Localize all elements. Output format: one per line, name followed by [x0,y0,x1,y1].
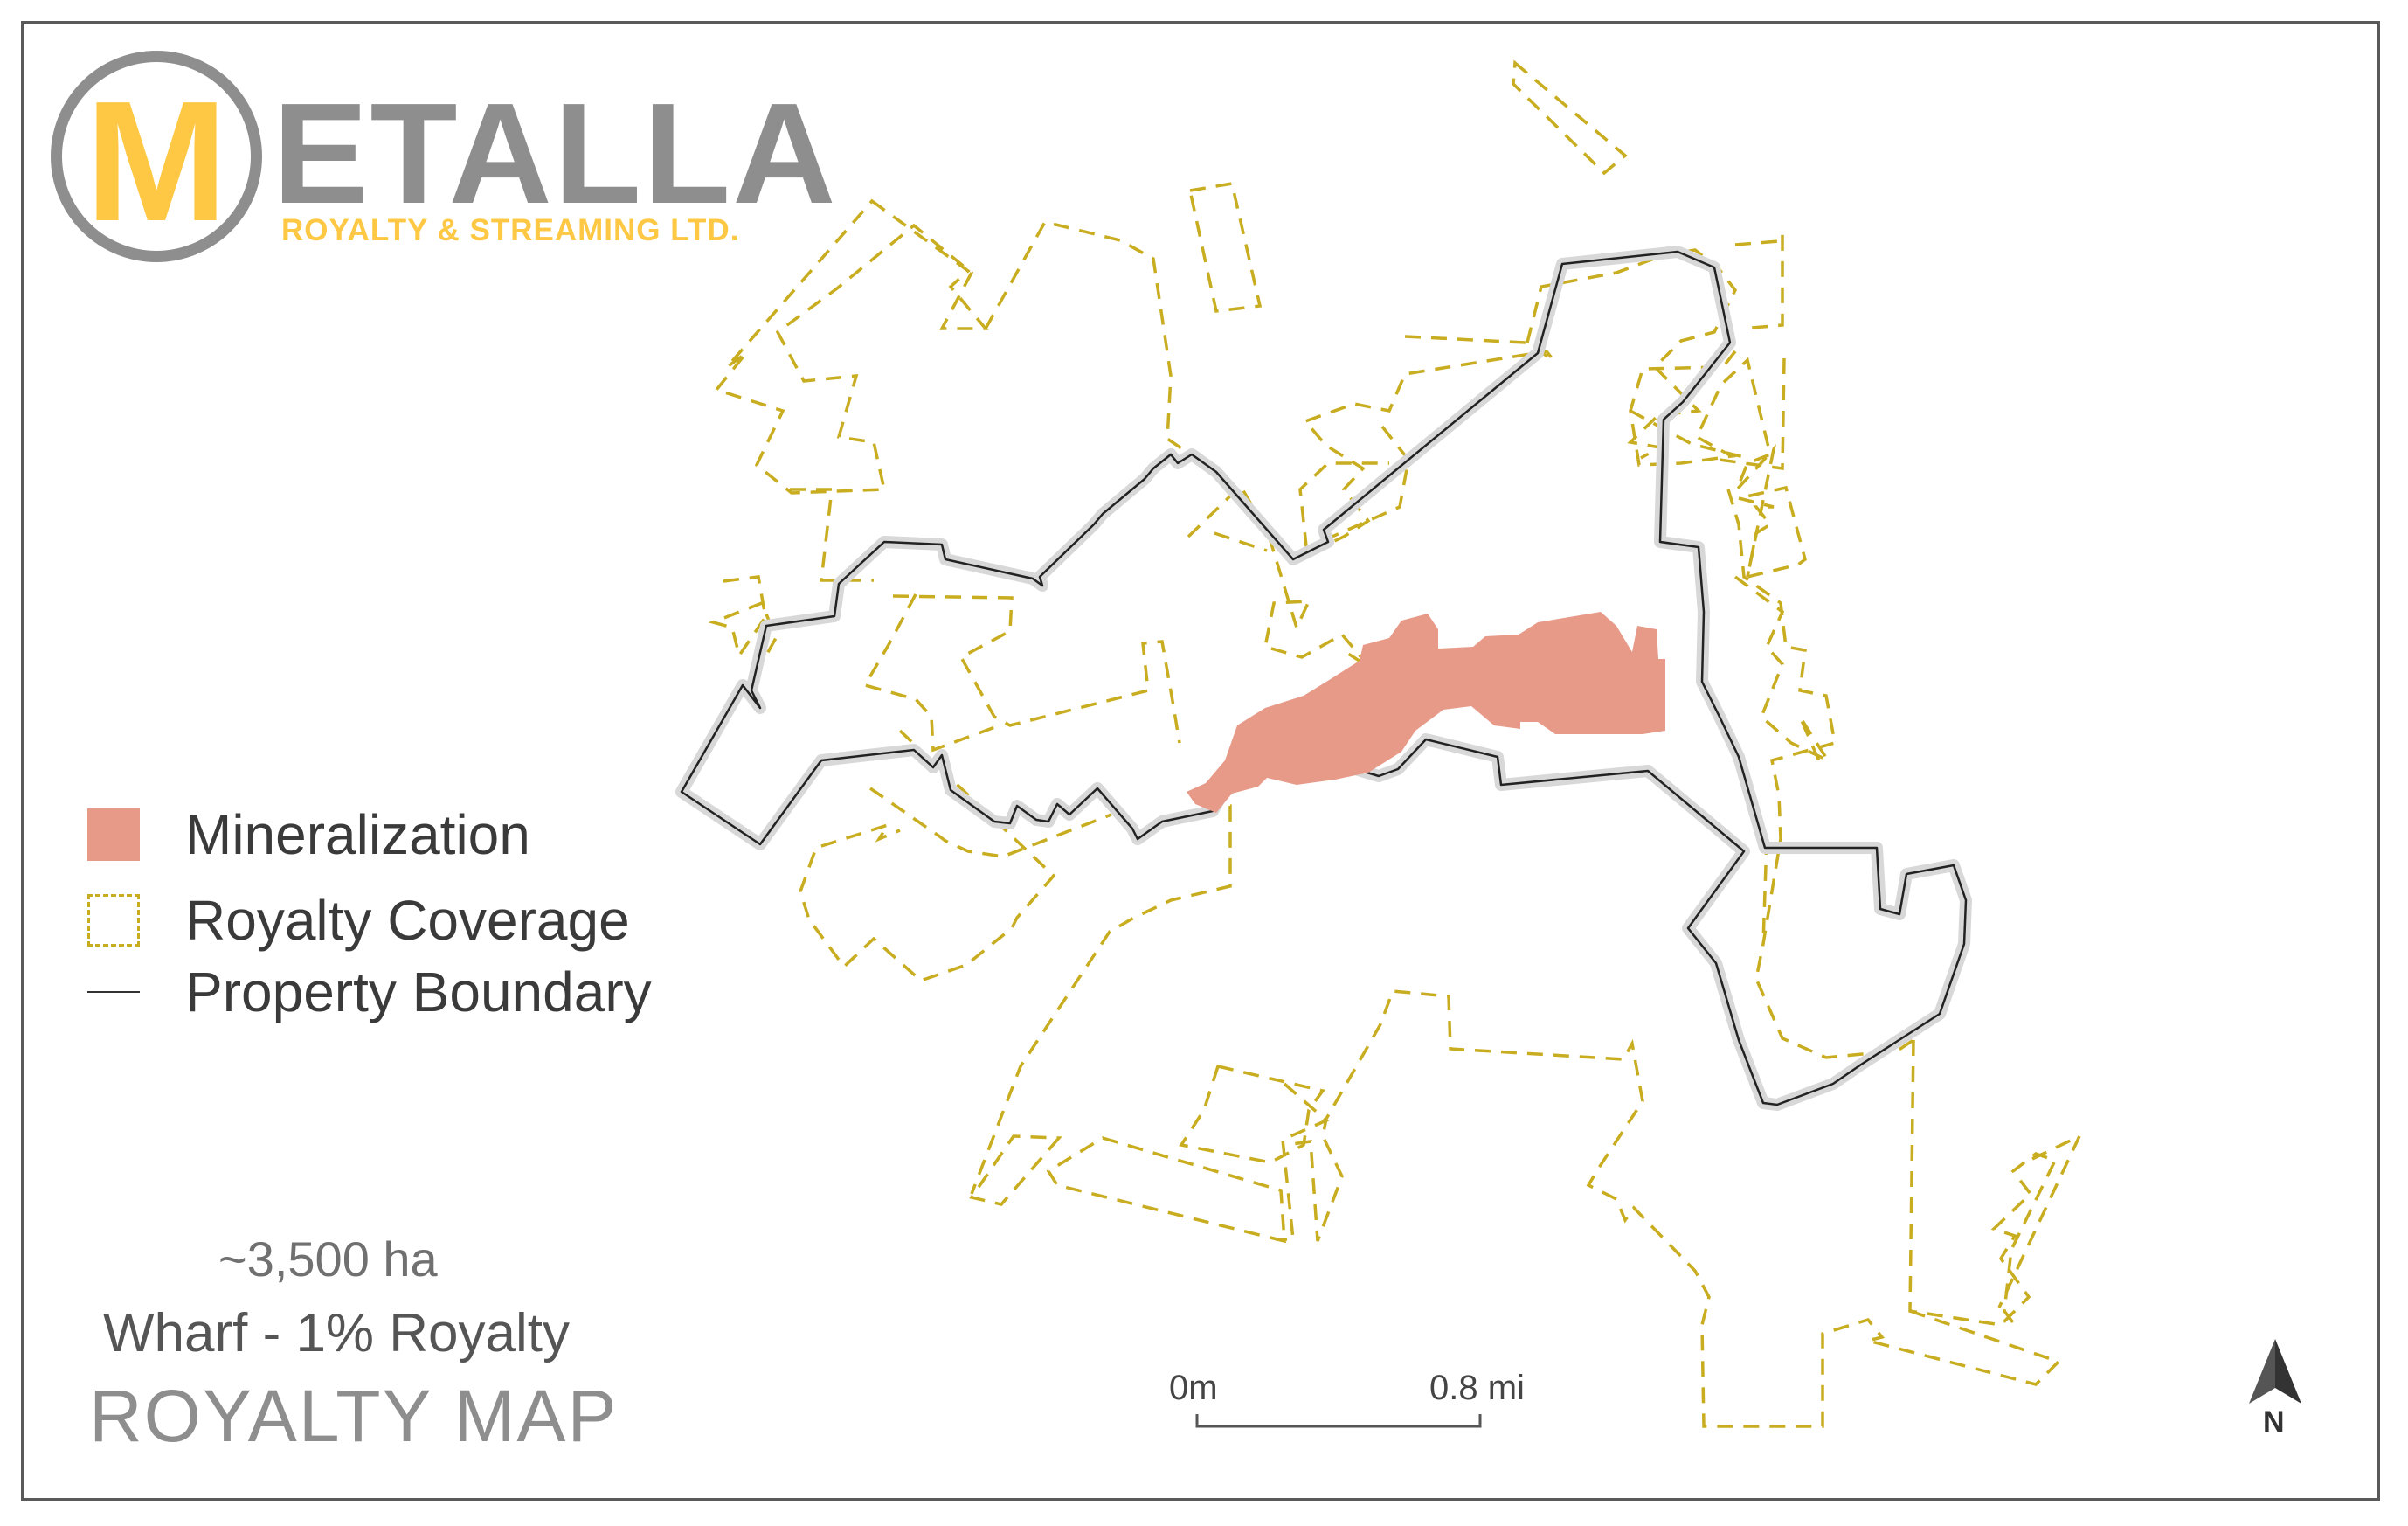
royalty-parcel [892,594,1181,744]
legend-label: Property Boundary [185,961,652,1023]
logo-letter: M [85,66,228,257]
property-line-swatch [87,991,140,993]
royalty-parcel [1734,233,1784,330]
property-name: Wharf - 1% Royalty [103,1303,571,1363]
legend-item-royalty: Royalty Coverage [87,889,630,952]
royalty-parcel [1719,357,1786,471]
royalty-parcel [1761,838,1768,945]
royalty-parcel [1276,1082,1330,1241]
royalty-parcel [1908,1039,2058,1327]
north-arrow-icon [2249,1339,2301,1404]
legend-label: Mineralization [185,803,530,866]
royalty-parcel [862,593,1000,753]
royalty-parcel [714,198,989,495]
property-boundary-halo [675,246,1972,1111]
area-label: ~3,500 ha [218,1231,438,1287]
logo-circle: M [51,51,262,262]
scale-end-label: 0.8 mi [1429,1369,1525,1407]
property-boundary-line [680,250,1968,1106]
north-label: N [2263,1405,2285,1439]
legend-item-property: Property Boundary [87,961,652,1023]
royalty-parcel [1738,496,1775,578]
royalty-parcel [970,802,1232,1195]
royalty-parcel [1733,575,1832,770]
royalty-parcel [1726,489,1914,1059]
royalty-parcel [1997,1133,2083,1308]
royalty-dashed-swatch [87,894,140,947]
royalty-parcel [1046,1136,1286,1244]
royalty-parcel [1526,248,1738,460]
royalty-parcel [1285,989,2062,1428]
scale-bar [1195,1414,1482,1428]
mineralization-zone [1187,612,1665,813]
royalty-parcel [799,729,1056,982]
royalty-parcel [1630,409,1748,460]
royalty-parcel [1214,531,1268,552]
royalty-parcel [1512,59,1628,176]
royalty-parcel [1298,335,1555,557]
royalty-parcel [869,787,1112,858]
logo-tagline: ROYALTY & STREAMING LTD. [281,213,740,247]
legend-item-mineralization: Mineralization [87,803,530,866]
royalty-parcel [1327,425,1410,540]
legend-label: Royalty Coverage [185,889,630,952]
map-title: ROYALTY MAP [89,1375,619,1457]
royalty-coverage-layer [708,59,2083,1428]
mineralization-swatch [87,808,140,861]
scale-start-label: 0m [1169,1369,1218,1407]
logo-wordmark: ETALLA [273,73,838,233]
property-boundary-layer [675,246,1972,1111]
royalty-parcel [1179,1064,1325,1164]
map-frame [21,21,2380,1501]
royalty-parcel [969,1134,1062,1206]
royalty-parcel [1187,182,1263,313]
royalty-parcel [984,219,1214,465]
